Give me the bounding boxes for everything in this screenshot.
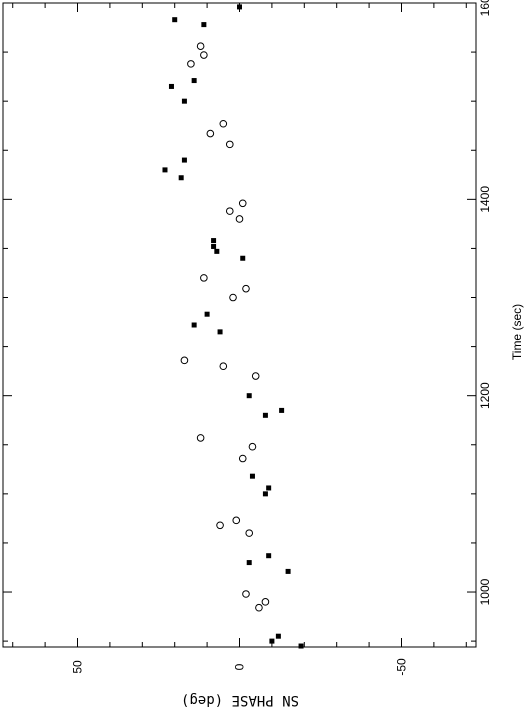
data-point-circle bbox=[219, 119, 228, 128]
data-point-square bbox=[191, 78, 197, 84]
labels-layer: 1000 1200 1400 1600 50 0 -50 bbox=[71, 0, 492, 676]
data-point-square bbox=[201, 22, 207, 28]
data-point-circle bbox=[229, 293, 237, 302]
data-point-square bbox=[266, 553, 272, 559]
data-point-square bbox=[214, 248, 220, 254]
data-point-circle bbox=[242, 590, 250, 598]
ticks-layer bbox=[3, 2, 476, 647]
time-tick-label: 1000 bbox=[478, 578, 492, 605]
data-point-circle bbox=[196, 42, 205, 50]
data-point-square bbox=[181, 98, 187, 104]
data-point-circle bbox=[200, 51, 208, 59]
data-point-square bbox=[191, 322, 197, 328]
plot-frame bbox=[2, 2, 477, 648]
data-point-square bbox=[162, 167, 168, 173]
data-point-square bbox=[237, 4, 242, 10]
data-point-square bbox=[211, 243, 217, 249]
data-point-circle bbox=[238, 199, 247, 208]
data-point-circle bbox=[245, 529, 254, 537]
y-axis-title: SN PHASE (deg) bbox=[181, 692, 299, 707]
data-point-circle bbox=[196, 434, 205, 442]
data-point-circle bbox=[255, 603, 263, 612]
x-axis-title: Time (sec) bbox=[510, 304, 524, 360]
time-tick-label: 1200 bbox=[478, 382, 492, 409]
data-point-square bbox=[246, 560, 252, 566]
data-point-circle bbox=[261, 598, 270, 606]
data-point-circle bbox=[200, 274, 208, 282]
data-point-square bbox=[204, 311, 210, 317]
phase-tick-label: -50 bbox=[394, 658, 408, 676]
data-point-circle bbox=[219, 362, 228, 371]
data-point-circle bbox=[242, 284, 250, 293]
data-point-square bbox=[298, 643, 304, 649]
data-point-square bbox=[240, 255, 246, 261]
data-point-square bbox=[262, 491, 268, 497]
data-point-circle bbox=[225, 207, 234, 215]
data-point-square bbox=[262, 412, 268, 418]
data-point-square bbox=[181, 157, 187, 163]
data-point-circle bbox=[180, 356, 189, 365]
data-point-square bbox=[211, 238, 217, 244]
data-point-circle bbox=[206, 129, 215, 138]
data-point-square bbox=[217, 329, 223, 335]
data-point-circle bbox=[225, 140, 234, 149]
data-point-square bbox=[279, 407, 285, 413]
data-point-circle bbox=[216, 521, 224, 530]
data-point-square bbox=[246, 393, 252, 399]
data-point-circle bbox=[248, 442, 257, 451]
time-tick-label: 1600 bbox=[478, 0, 492, 16]
data-point-circle bbox=[238, 454, 247, 463]
data-point-square bbox=[178, 175, 184, 181]
phase-tick-label: 50 bbox=[71, 660, 85, 674]
data-point-circle bbox=[251, 372, 260, 380]
data-point-circle bbox=[232, 516, 241, 525]
data-point-square bbox=[249, 473, 255, 479]
data-point-square bbox=[275, 633, 281, 639]
data-point-circle bbox=[235, 215, 244, 223]
marks-layer bbox=[162, 4, 304, 649]
data-point-square bbox=[269, 638, 275, 644]
data-point-circle bbox=[187, 60, 195, 68]
data-point-square bbox=[266, 485, 272, 491]
phase-tick-label: 0 bbox=[233, 663, 247, 670]
time-tick-label: 1400 bbox=[478, 186, 492, 213]
data-point-square bbox=[168, 83, 174, 89]
data-point-square bbox=[172, 17, 178, 23]
data-point-square bbox=[285, 568, 291, 574]
